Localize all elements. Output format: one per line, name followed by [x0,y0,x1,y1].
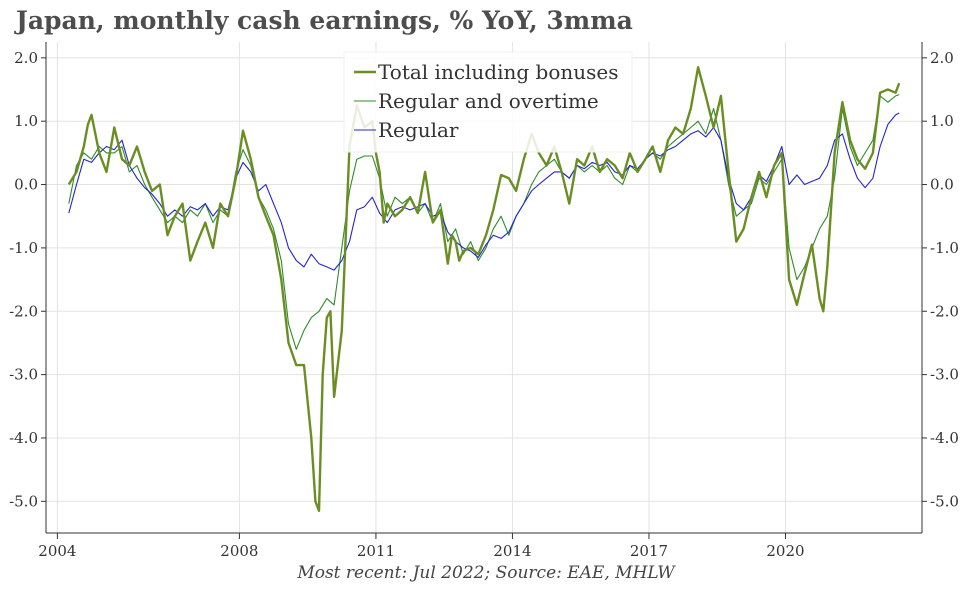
y-tick-label-right: -3.0 [930,366,959,384]
series-lines [67,66,901,512]
y-tick-label-right: -2.0 [930,302,959,320]
y-tick-label-left: -3.0 [9,366,38,384]
y-tick-label-right: 2.0 [930,49,954,67]
y-tick-label-left: -4.0 [9,429,38,447]
x-tick-label: 2008 [220,542,258,560]
y-tick-label-left: 2.0 [14,49,38,67]
page-title: Japan, monthly cash earnings, % YoY, 3mm… [16,6,633,35]
y-tick-label-right: -1.0 [930,239,959,257]
y-tick-label-right: -5.0 [930,492,959,510]
legend-label: Regular and overtime [378,89,599,113]
y-tick-label-right: 1.0 [930,112,954,130]
y-tick-label-left: -1.0 [9,239,38,257]
legend-box [343,51,633,153]
x-tick-label: 2004 [38,542,76,560]
series-line-regular-and-overtime [68,94,900,350]
x-tick-label: 2017 [630,542,668,560]
y-tick-label-left: 1.0 [14,112,38,130]
series-line-regular [68,112,900,271]
y-tick-label-right: 0.0 [930,176,954,194]
y-tick-label-left: -2.0 [9,302,38,320]
x-tick-label: 2014 [493,542,531,560]
y-tick-label-left: -5.0 [9,492,38,510]
y-tick-label-left: 0.0 [14,176,38,194]
x-tick-label: 2020 [766,542,804,560]
legend-label: Regular [378,118,459,142]
legend: Total including bonuses Regular and overt… [343,51,633,153]
series-line-total-including-bonuses [67,66,901,512]
legend-label: Total including bonuses [378,60,619,84]
y-tick-label-right: -4.0 [930,429,959,447]
source-note: Most recent: Jul 2022; Source: EAE, MHLW [297,563,675,583]
axes: 2.0 2.0 1.0 1.0 0.0 0.0 -1.0 -1.0 -2.0 -2.0 -3.0 -3… [9,42,959,560]
x-tick-label: 2011 [357,542,395,560]
